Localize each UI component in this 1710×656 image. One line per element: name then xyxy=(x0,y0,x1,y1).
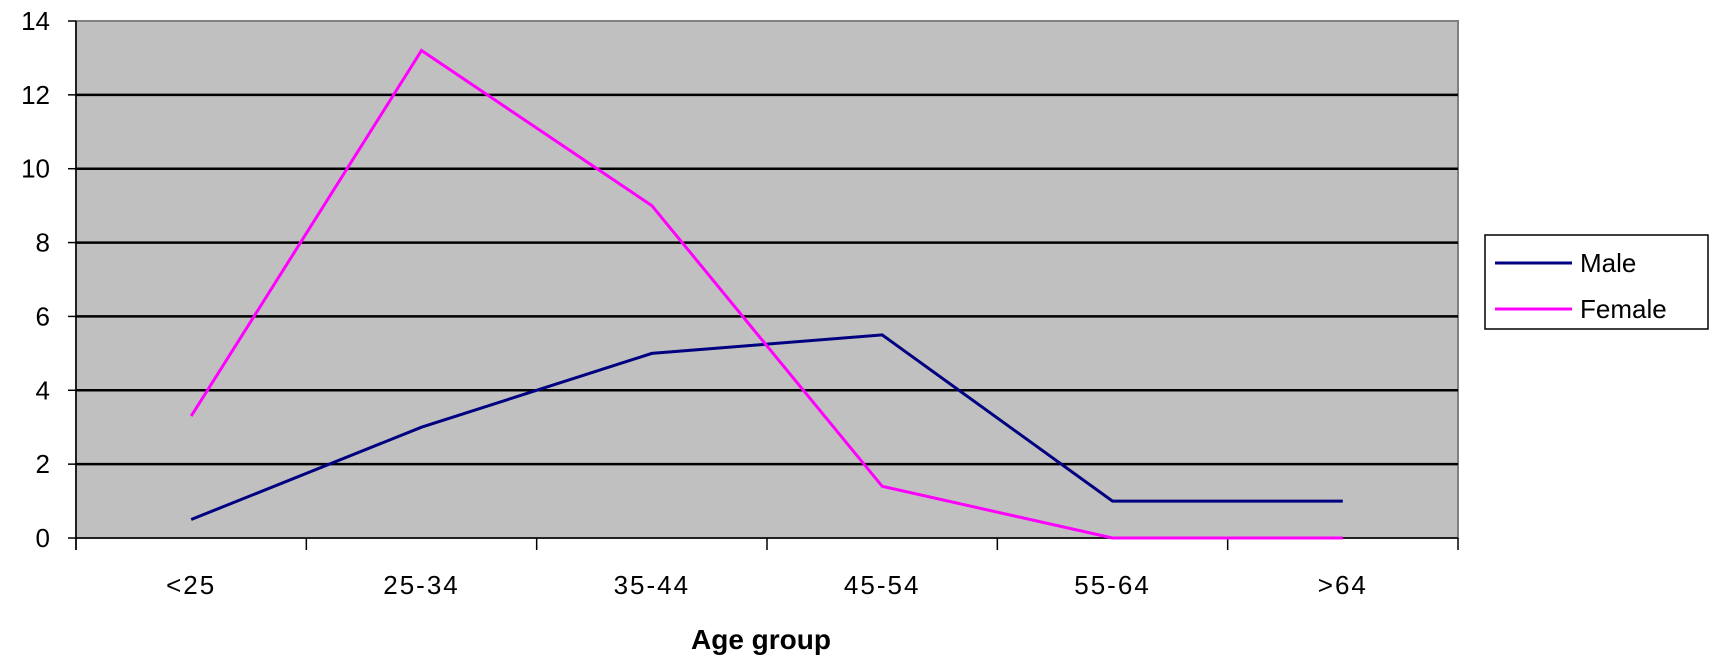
series-line-female xyxy=(189,48,1343,540)
y-tick-label: 0 xyxy=(36,523,50,553)
y-tick-label: 12 xyxy=(21,80,50,110)
x-tick-label: >64 xyxy=(1318,570,1368,600)
x-tick-label: 45-54 xyxy=(844,570,921,600)
y-tick-label: 4 xyxy=(36,375,50,405)
series-lines xyxy=(189,48,1343,540)
x-axis-tick-labels: <25 25-34 35-44 45-54 55-64 >64 xyxy=(166,570,1368,600)
gridlines xyxy=(76,93,1458,466)
y-tick-label: 10 xyxy=(21,154,50,184)
x-tick-label: <25 xyxy=(166,570,216,600)
legend: Male Female xyxy=(1484,234,1709,330)
x-axis-title: Age group xyxy=(691,624,831,655)
y-tick-label: 14 xyxy=(21,6,50,36)
y-tick-label: 6 xyxy=(36,301,50,331)
legend-label-female: Female xyxy=(1580,294,1667,324)
y-tick-label: 2 xyxy=(36,449,50,479)
legend-box xyxy=(1484,234,1709,330)
y-tick-label: 8 xyxy=(36,228,50,258)
x-tick-label: 25-34 xyxy=(383,570,460,600)
y-axis-tick-labels: 0 2 4 6 8 10 12 14 xyxy=(21,6,50,553)
plot-area xyxy=(75,20,1459,539)
x-tick-label: 55-64 xyxy=(1074,570,1151,600)
x-tick-label: 35-44 xyxy=(614,570,691,600)
legend-label-male: Male xyxy=(1580,248,1636,278)
